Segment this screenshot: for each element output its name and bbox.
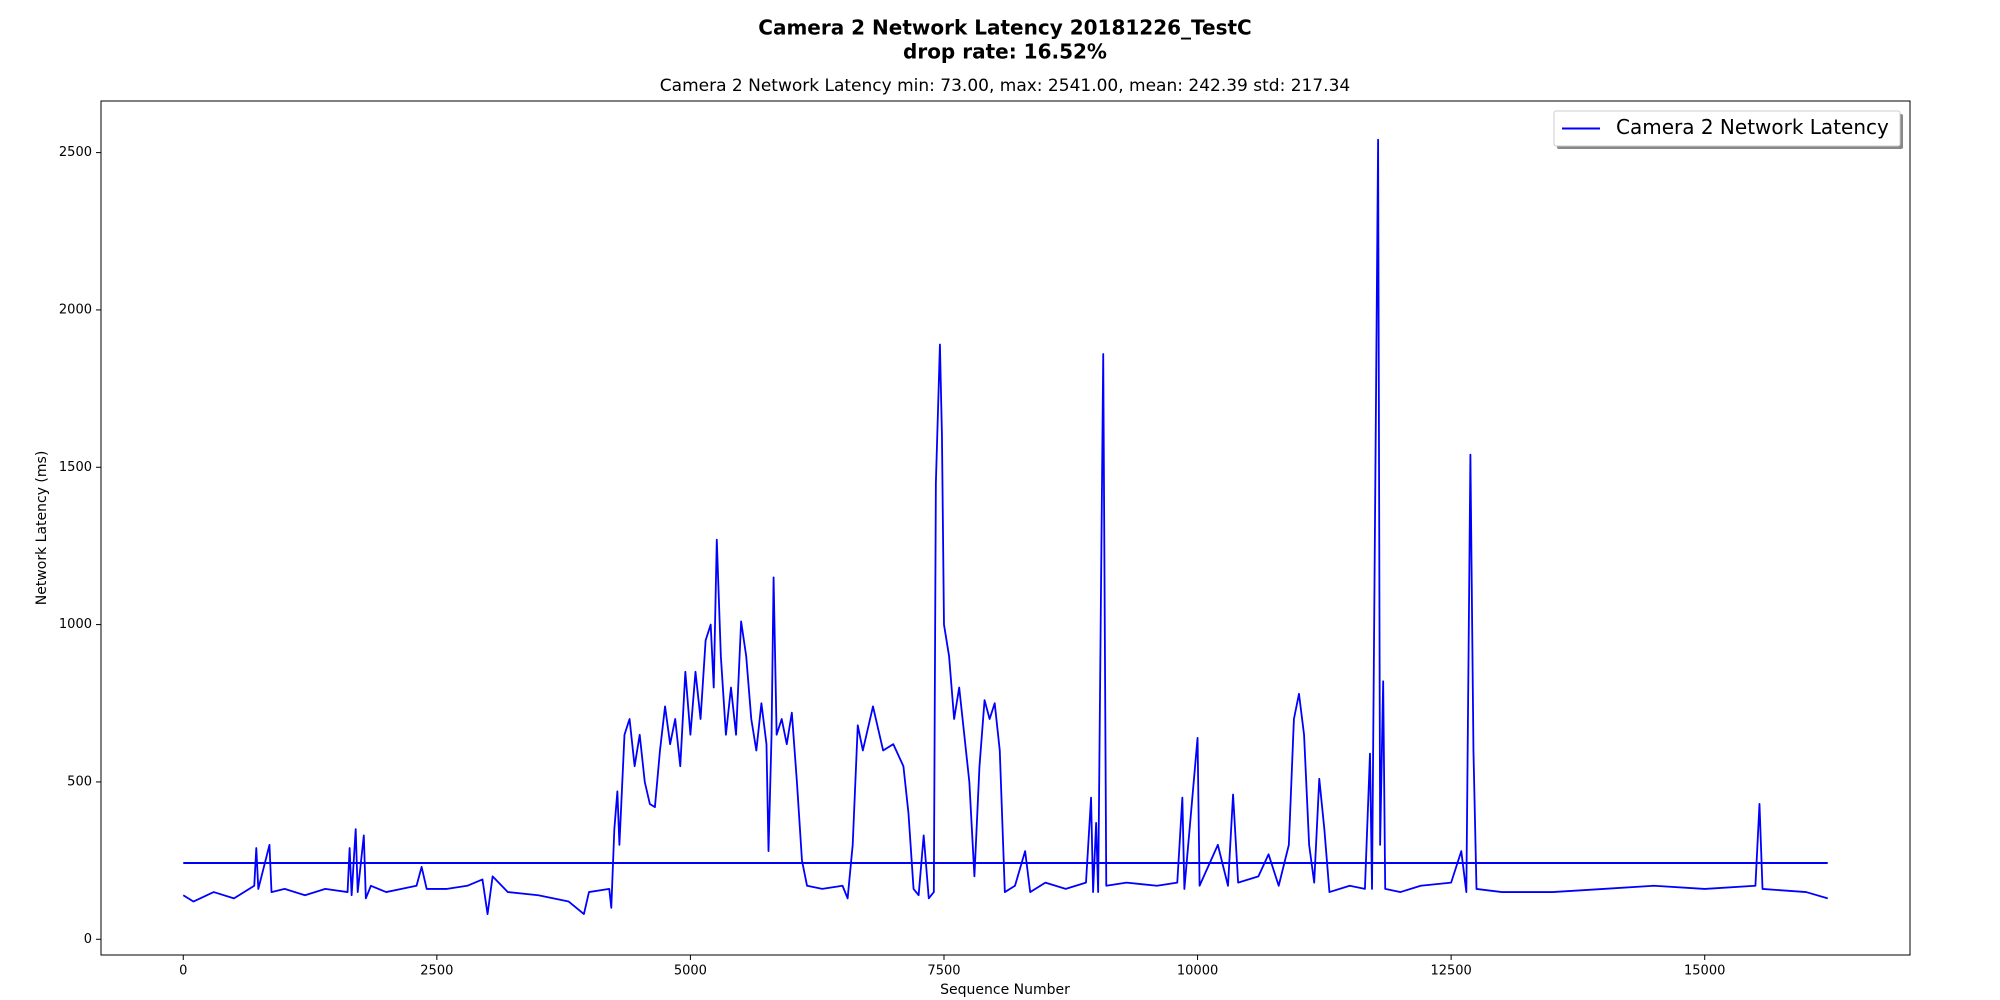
x-tick-label: 0	[179, 964, 187, 979]
axes-title: Camera 2 Network Latency min: 73.00, max…	[660, 76, 1350, 96]
x-axis-label: Sequence Number	[940, 982, 1070, 998]
plot-frame	[100, 100, 1911, 956]
y-tick-label: 2000	[59, 302, 92, 317]
x-tick-label: 12500	[1430, 964, 1471, 979]
y-tick-label: 500	[67, 774, 92, 789]
y-tick-label: 0	[84, 932, 92, 947]
x-tick-label: 15000	[1684, 964, 1725, 979]
x-tick-label: 7500	[927, 964, 960, 979]
y-axis-label: Network Latency (ms)	[34, 451, 50, 606]
y-tick-label: 1500	[59, 460, 92, 475]
y-tick-label: 2500	[59, 145, 92, 160]
x-tick-label: 5000	[674, 964, 707, 979]
chart-subtitle: drop rate: 16.52%	[903, 40, 1107, 64]
legend-box	[1553, 110, 1901, 147]
chart-title: Camera 2 Network Latency 20181226_TestC	[758, 16, 1251, 40]
data-line	[182, 138, 1828, 915]
y-tick-label: 1000	[59, 617, 92, 632]
x-tick-label: 2500	[420, 964, 453, 979]
x-tick-label: 10000	[1177, 964, 1218, 979]
legend-label: Camera 2 Network Latency	[1616, 115, 1889, 139]
